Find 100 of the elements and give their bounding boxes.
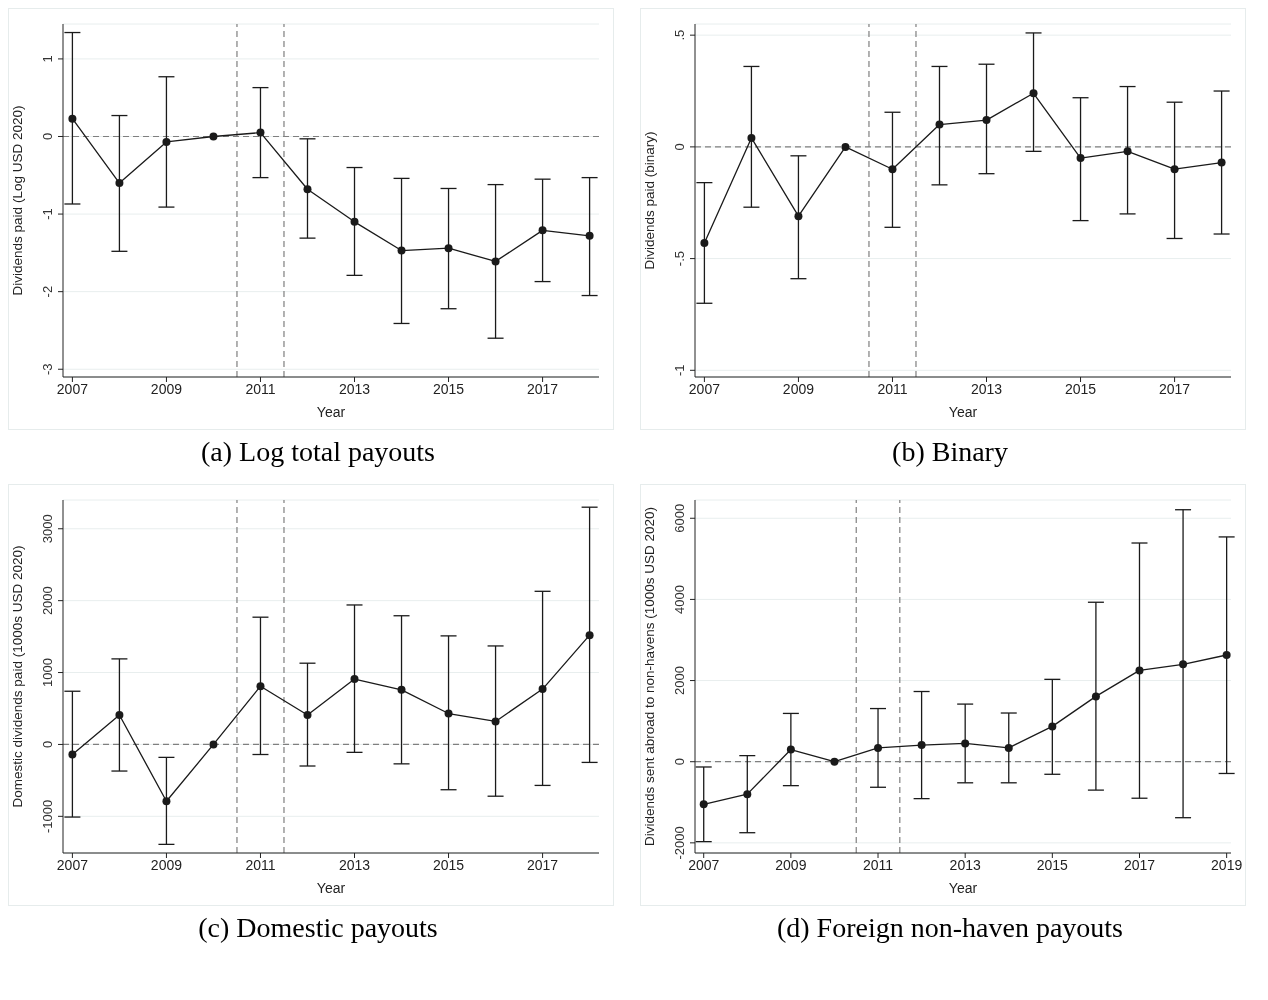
point (303, 185, 312, 194)
x-tick-label: 2007 (56, 856, 89, 873)
y-tick-label: 2000 (40, 586, 55, 616)
y-tick-label: 2000 (672, 666, 687, 696)
x-tick-label: 2015 (1036, 856, 1069, 873)
point (794, 212, 803, 221)
point (491, 717, 500, 726)
point (1123, 147, 1132, 156)
point (1222, 651, 1231, 659)
y-tick-label: -1000 (40, 799, 55, 833)
point (538, 685, 547, 694)
point (830, 757, 839, 766)
y-tick-label: 0 (40, 132, 55, 141)
point (209, 740, 218, 749)
point (68, 114, 77, 123)
y-axis-title: Domestic dividends paid (1000s USD 2020) (9, 545, 25, 808)
y-tick-label: .5 (672, 29, 687, 41)
y-tick-label: 6000 (672, 503, 687, 533)
point (888, 165, 897, 174)
point (1170, 165, 1179, 174)
point (350, 675, 359, 684)
x-tick-label: 2017 (1159, 380, 1191, 397)
x-tick-label: 2015 (1064, 380, 1097, 397)
point (1135, 666, 1144, 675)
point (209, 132, 218, 141)
point (162, 797, 171, 806)
point (115, 710, 124, 719)
y-tick-label: -2000 (672, 826, 687, 860)
point (444, 709, 453, 718)
text: (b) Binary (891, 436, 1009, 469)
x-tick-label: 2017 (527, 856, 559, 873)
y-tick-label: -1 (40, 208, 55, 220)
point (256, 128, 265, 137)
point (68, 750, 77, 759)
x-tick-label: 2011 (245, 380, 276, 397)
point (935, 120, 944, 129)
point (1179, 660, 1188, 669)
point (700, 238, 709, 247)
text: (c) Domestic payouts (197, 912, 439, 945)
point (743, 790, 752, 799)
text: (d) Foreign non-haven payouts (775, 912, 1124, 945)
x-tick-label: 2011 (862, 856, 894, 873)
point (538, 226, 547, 235)
point (917, 741, 926, 750)
y-axis-title: Dividends paid (Log USD 2020) (9, 105, 25, 296)
y-tick-label: 1000 (40, 658, 55, 688)
x-axis-title: Year (316, 404, 346, 420)
x-tick-label: 2017 (1123, 856, 1156, 873)
point (961, 739, 970, 748)
x-tick-label: 2007 (688, 856, 720, 873)
x-tick-label: 2007 (688, 380, 721, 397)
point (1048, 722, 1057, 731)
point (1004, 743, 1013, 752)
y-tick-label: 4000 (672, 584, 687, 614)
x-tick-label: 2013 (970, 380, 1003, 397)
y-tick-label: 3000 (40, 514, 55, 544)
point (115, 179, 124, 188)
point (397, 246, 406, 255)
point (256, 682, 265, 691)
point (350, 217, 359, 226)
point (874, 743, 883, 752)
y-axis-title: Dividends sent abroad to non-havens (1000s USD 2020) (641, 506, 657, 847)
point (397, 685, 406, 694)
x-tick-label: 2011 (245, 856, 276, 873)
x-tick-label: 2013 (338, 856, 371, 873)
x-tick-label: 2017 (527, 380, 559, 397)
y-tick-label: -2 (40, 285, 55, 298)
x-tick-label: 2009 (782, 380, 815, 397)
x-tick-label: 2011 (877, 380, 908, 397)
x-axis-title: Year (948, 880, 978, 896)
point (786, 745, 795, 754)
x-tick-label: 2009 (150, 856, 183, 873)
x-tick-label: 2019 (1211, 856, 1243, 873)
x-tick-label: 2007 (56, 380, 89, 397)
x-tick-label: 2009 (150, 380, 183, 397)
x-tick-label: 2013 (338, 380, 371, 397)
text: (a) Log total payouts (199, 436, 437, 469)
point (747, 133, 756, 142)
point (491, 257, 500, 266)
point (1029, 89, 1038, 98)
y-tick-label: -3 (40, 363, 55, 376)
point (841, 142, 850, 151)
point (1217, 158, 1226, 167)
point (585, 631, 594, 640)
x-tick-label: 2013 (949, 856, 981, 873)
y-tick-label: 1 (40, 55, 55, 63)
x-tick-label: 2009 (775, 856, 807, 873)
y-tick-label: -.5 (672, 251, 687, 267)
point (982, 116, 991, 125)
y-tick-label: 0 (672, 758, 687, 766)
x-tick-label: 2015 (432, 856, 465, 873)
point (303, 710, 312, 719)
y-axis-title: Dividends paid (binary) (641, 131, 657, 270)
x-axis-title: Year (316, 880, 346, 896)
y-tick-label: -1 (672, 364, 687, 377)
x-axis-title: Year (948, 404, 978, 420)
point (699, 800, 708, 809)
point (162, 137, 171, 146)
y-tick-label: 0 (40, 740, 55, 749)
point (1091, 692, 1100, 701)
